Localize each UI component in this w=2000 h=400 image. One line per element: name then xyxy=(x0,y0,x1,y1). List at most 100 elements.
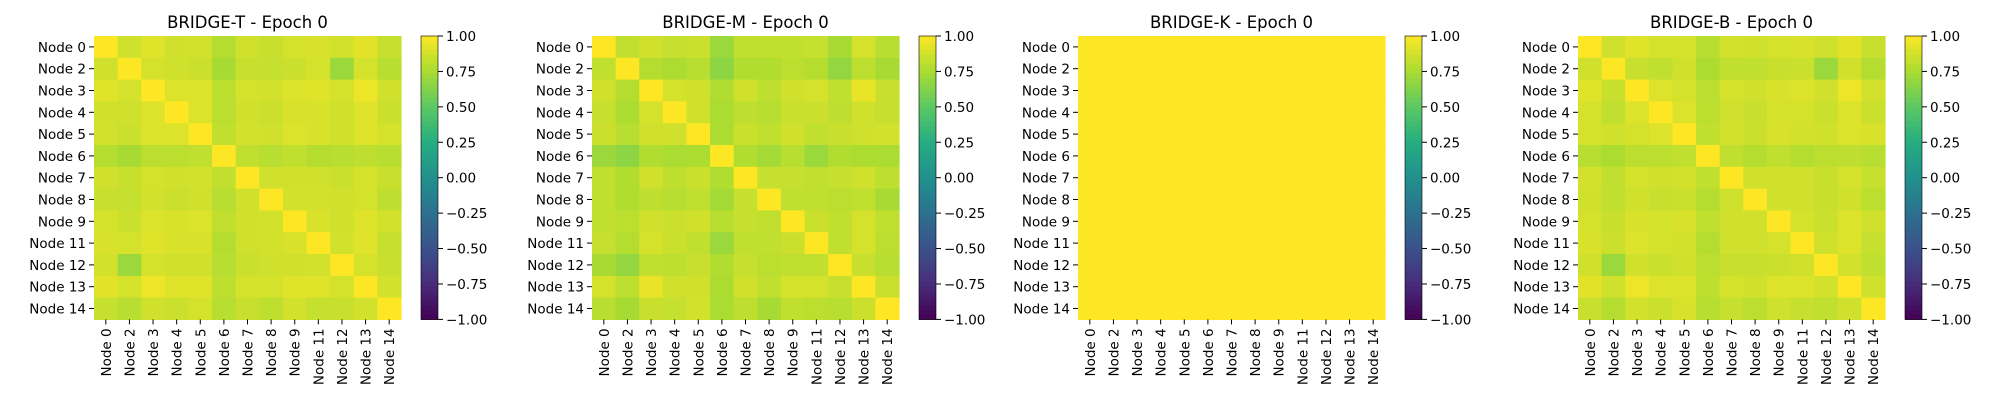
colorbar-segment xyxy=(421,258,438,264)
heatmap-cell xyxy=(1766,297,1792,320)
heatmap-cell xyxy=(94,145,119,168)
colorbar-segment xyxy=(1905,262,1922,268)
colorbar-segment xyxy=(919,69,936,75)
heatmap-cell xyxy=(1625,254,1650,277)
heatmap-cell xyxy=(164,297,190,320)
colorbar-segment xyxy=(919,125,936,131)
colorbar-segment xyxy=(1905,196,1922,202)
heatmap-cell xyxy=(1578,166,1603,190)
heatmap-cell xyxy=(710,188,735,211)
colorbar-segment xyxy=(919,163,936,169)
x-tick-label: Node 5 xyxy=(1677,328,1693,376)
heatmap-cell xyxy=(330,57,355,81)
colorbar-segment xyxy=(421,50,438,56)
heatmap-cell xyxy=(1078,297,1103,320)
y-tick-label: Node 3 xyxy=(536,84,584,100)
y-tick-label: Node 3 xyxy=(1022,84,1070,100)
colorbar-tick-label: 0.00 xyxy=(446,171,476,187)
heatmap-cell xyxy=(1790,36,1815,59)
colorbar-segment xyxy=(421,97,438,103)
heatmap-cell xyxy=(1337,36,1362,59)
heatmap-cell xyxy=(875,210,900,233)
heatmap-cell xyxy=(1719,36,1744,59)
heatmap-cell xyxy=(1601,57,1626,81)
heatmap-cell xyxy=(1337,145,1362,168)
heatmap-cell xyxy=(259,101,284,124)
colorbar-tick-label: −0.50 xyxy=(944,242,985,258)
heatmap-cell xyxy=(377,232,402,255)
heatmap-cell xyxy=(94,232,119,255)
heatmap-cell xyxy=(1314,166,1339,190)
colorbar-segment xyxy=(421,314,438,320)
heatmap-cell xyxy=(306,101,331,124)
colorbar-segment xyxy=(1405,54,1422,61)
colorbar-segment xyxy=(1405,248,1422,254)
heatmap-cell xyxy=(164,57,190,81)
heatmap-cell xyxy=(1861,57,1886,81)
heatmap-cell xyxy=(188,297,213,320)
heatmap-cell xyxy=(592,101,617,124)
heatmap-cell xyxy=(592,166,617,190)
y-tick-label: Node 13 xyxy=(527,280,584,296)
colorbar-segment xyxy=(919,121,936,127)
heatmap-cell xyxy=(1766,275,1792,299)
heatmap-cell xyxy=(235,166,260,190)
heatmap-cell xyxy=(235,79,260,102)
colorbar-segment xyxy=(919,258,936,264)
heatmap-cell xyxy=(1719,79,1744,102)
colorbar-segment xyxy=(421,64,438,70)
heatmap-cell xyxy=(1078,57,1103,81)
heatmap-cell xyxy=(1790,188,1815,211)
heatmap-cell xyxy=(1196,79,1221,102)
colorbar-tick-label: 0.75 xyxy=(944,64,974,80)
heatmap-cell xyxy=(141,232,166,255)
heatmap-cell xyxy=(353,254,378,277)
heatmap-cell xyxy=(1172,210,1197,233)
heatmap-cell xyxy=(875,145,900,168)
heatmap-cell xyxy=(1172,101,1197,124)
x-tick-label: Node 6 xyxy=(1701,328,1717,376)
heatmap-cell xyxy=(1601,36,1626,59)
heatmap-cell xyxy=(1790,123,1815,146)
heatmap-cell xyxy=(1578,57,1603,81)
heatmap-cell xyxy=(1719,188,1744,211)
heatmap-cell xyxy=(306,123,331,146)
heatmap-cell xyxy=(117,254,142,277)
heatmap-cell xyxy=(1361,254,1386,277)
heatmap-cell xyxy=(1578,36,1603,59)
heatmap-cell xyxy=(235,36,260,59)
heatmap-cell xyxy=(639,101,664,124)
heatmap-cell xyxy=(1219,36,1244,59)
y-tick-label: Node 9 xyxy=(536,214,584,230)
heatmap-cell xyxy=(1361,101,1386,124)
colorbar-segment xyxy=(919,305,936,311)
colorbar-segment xyxy=(1905,149,1922,155)
heatmap-cell xyxy=(804,36,829,59)
heatmap-cell xyxy=(141,275,166,299)
heatmap-cell xyxy=(1743,57,1768,81)
heatmap-cell xyxy=(804,210,829,233)
colorbar-segment xyxy=(1405,59,1422,65)
colorbar-segment xyxy=(1905,116,1922,122)
heatmap-cell xyxy=(1125,210,1150,233)
heatmap-cell xyxy=(1837,254,1862,277)
heatmap-cell xyxy=(212,57,237,81)
heatmap-cell xyxy=(851,188,876,211)
heatmap-cell xyxy=(780,57,806,81)
heatmap-cell xyxy=(1148,123,1174,146)
heatmap-cell xyxy=(1219,123,1244,146)
heatmap-cell xyxy=(141,79,166,102)
colorbar-segment xyxy=(919,314,936,320)
heatmap-cell xyxy=(353,166,378,190)
heatmap-cell xyxy=(1648,36,1674,59)
heatmap-cell xyxy=(164,166,190,190)
colorbar-segment xyxy=(919,234,936,240)
y-tick-label: Node 13 xyxy=(1513,280,1570,296)
heatmap-cell xyxy=(1719,145,1744,168)
x-tick-label: Node 8 xyxy=(762,328,778,376)
heatmap-cell xyxy=(1101,254,1126,277)
colorbar-segment xyxy=(1405,116,1422,122)
colorbar-segment xyxy=(1905,135,1922,141)
heatmap-cell xyxy=(757,101,782,124)
heatmap-cell xyxy=(1196,36,1221,59)
